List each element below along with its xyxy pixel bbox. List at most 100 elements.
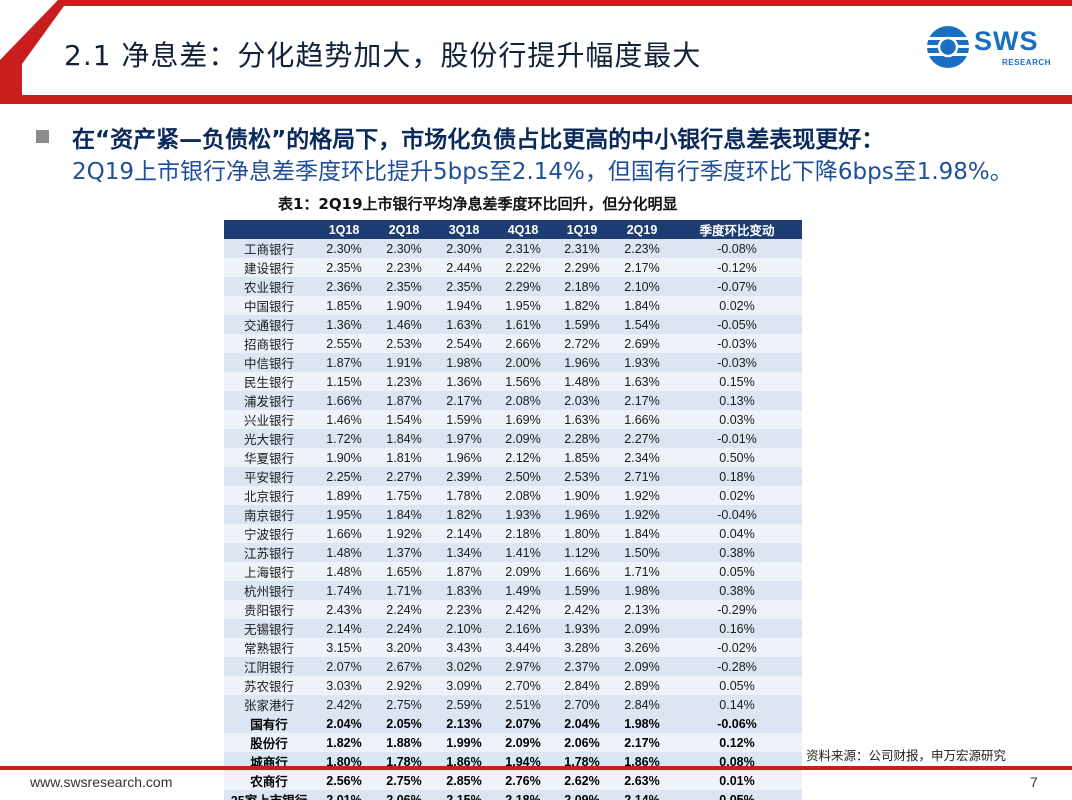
qoq-change-cell: 0.01% — [672, 771, 802, 790]
nim-value-cell: 2.09% — [494, 429, 552, 448]
table-row: 南京银行 1.95% 1.84% 1.82% 1.93% 1.96% 1.92% -0.04% — [224, 505, 802, 524]
nim-value-cell: 2.42% — [314, 695, 374, 714]
nim-value-cell: 2.15% — [434, 790, 494, 800]
qoq-change-cell: 0.05% — [672, 676, 802, 695]
table-row: 民生银行 1.15% 1.23% 1.36% 1.56% 1.48% 1.63% 0.15% — [224, 372, 802, 391]
nim-value-cell: 1.84% — [374, 429, 434, 448]
column-header — [224, 220, 314, 239]
nim-value-cell: 1.93% — [494, 505, 552, 524]
qoq-change-cell: 0.18% — [672, 467, 802, 486]
nim-value-cell: 3.20% — [374, 638, 434, 657]
nim-value-cell: 2.51% — [494, 695, 552, 714]
nim-value-cell: 2.27% — [612, 429, 672, 448]
bank-name-cell: 平安银行 — [224, 467, 314, 486]
nim-value-cell: 1.98% — [612, 581, 672, 600]
table-row: 中信银行 1.87% 1.91% 1.98% 2.00% 1.96% 1.93% -0.03% — [224, 353, 802, 372]
nim-value-cell: 1.93% — [552, 619, 612, 638]
logo-subtext: RESEARCH — [1002, 58, 1051, 67]
nim-value-cell: 1.82% — [552, 296, 612, 315]
nim-value-cell: 2.31% — [494, 239, 552, 258]
nim-value-cell: 1.71% — [612, 562, 672, 581]
bank-name-cell: 中国银行 — [224, 296, 314, 315]
bullet-headline: 在“资产紧—负债松”的格局下，市场化负债占比更高的中小银行息差表现更好： — [72, 127, 885, 153]
aggregate-row: 农商行 2.56% 2.75% 2.85% 2.76% 2.62% 2.63% 0.01% — [224, 771, 802, 790]
nim-value-cell: 2.00% — [494, 353, 552, 372]
nim-value-cell: 1.59% — [552, 581, 612, 600]
nim-value-cell: 1.63% — [434, 315, 494, 334]
qoq-change-cell: -0.04% — [672, 505, 802, 524]
nim-value-cell: 2.01% — [314, 790, 374, 800]
nim-value-cell: 1.46% — [374, 315, 434, 334]
nim-value-cell: 1.96% — [434, 448, 494, 467]
column-header: 3Q18 — [434, 220, 494, 239]
bank-name-cell: 常熟银行 — [224, 638, 314, 657]
nim-value-cell: 1.54% — [612, 315, 672, 334]
nim-value-cell: 1.56% — [494, 372, 552, 391]
bank-name-cell: 北京银行 — [224, 486, 314, 505]
nim-value-cell: 1.83% — [434, 581, 494, 600]
table-row: 兴业银行 1.46% 1.54% 1.59% 1.69% 1.63% 1.66% 0.03% — [224, 410, 802, 429]
nim-value-cell: 2.08% — [494, 486, 552, 505]
nim-value-cell: 1.61% — [494, 315, 552, 334]
nim-value-cell: 1.50% — [612, 543, 672, 562]
qoq-change-cell: -0.05% — [672, 315, 802, 334]
bank-name-cell: 江苏银行 — [224, 543, 314, 562]
bank-name-cell: 张家港行 — [224, 695, 314, 714]
nim-value-cell: 2.75% — [374, 695, 434, 714]
nim-value-cell: 2.09% — [612, 619, 672, 638]
nim-value-cell: 1.66% — [314, 391, 374, 410]
table-row: 华夏银行 1.90% 1.81% 1.96% 2.12% 1.85% 2.34% 0.50% — [224, 448, 802, 467]
page-number: 7 — [1030, 774, 1038, 790]
nim-value-cell: 1.90% — [314, 448, 374, 467]
table-row: 江阴银行 2.07% 2.67% 3.02% 2.97% 2.37% 2.09% -0.28% — [224, 657, 802, 676]
nim-value-cell: 1.36% — [314, 315, 374, 334]
bank-name-cell: 工商银行 — [224, 239, 314, 258]
nim-value-cell: 1.12% — [552, 543, 612, 562]
nim-value-cell: 1.92% — [612, 505, 672, 524]
qoq-change-cell: 0.05% — [672, 790, 802, 800]
nim-value-cell: 2.42% — [552, 600, 612, 619]
table-row: 上海银行 1.48% 1.65% 1.87% 2.09% 1.66% 1.71% 0.05% — [224, 562, 802, 581]
bank-name-cell: 杭州银行 — [224, 581, 314, 600]
qoq-change-cell: 0.13% — [672, 391, 802, 410]
nim-value-cell: 3.02% — [434, 657, 494, 676]
nim-value-cell: 1.91% — [374, 353, 434, 372]
nim-value-cell: 2.17% — [434, 391, 494, 410]
nim-value-cell: 2.67% — [374, 657, 434, 676]
qoq-change-cell: 0.14% — [672, 695, 802, 714]
nim-value-cell: 2.84% — [612, 695, 672, 714]
bank-name-cell: 兴业银行 — [224, 410, 314, 429]
nim-value-cell: 1.82% — [314, 733, 374, 752]
nim-value-cell: 1.59% — [434, 410, 494, 429]
nim-value-cell: 1.81% — [374, 448, 434, 467]
header-band — [0, 0, 1072, 104]
nim-value-cell: 1.84% — [374, 505, 434, 524]
nim-value-cell: 1.96% — [552, 353, 612, 372]
nim-value-cell: 2.17% — [612, 733, 672, 752]
nim-value-cell: 2.13% — [434, 714, 494, 733]
qoq-change-cell: -0.03% — [672, 334, 802, 353]
nim-value-cell: 2.06% — [374, 790, 434, 800]
nim-value-cell: 2.70% — [552, 695, 612, 714]
bank-name-cell: 民生银行 — [224, 372, 314, 391]
column-header: 2Q19 — [612, 220, 672, 239]
bank-name-cell: 江阴银行 — [224, 657, 314, 676]
qoq-change-cell: 0.02% — [672, 486, 802, 505]
table-row: 杭州银行 1.74% 1.71% 1.83% 1.49% 1.59% 1.98% 0.38% — [224, 581, 802, 600]
qoq-change-cell: -0.02% — [672, 638, 802, 657]
nim-value-cell: 2.37% — [552, 657, 612, 676]
nim-value-cell: 1.85% — [314, 296, 374, 315]
table-row: 光大银行 1.72% 1.84% 1.97% 2.09% 2.28% 2.27% -0.01% — [224, 429, 802, 448]
nim-value-cell: 2.30% — [374, 239, 434, 258]
bank-name-cell: 浦发银行 — [224, 391, 314, 410]
bank-name-cell: 华夏银行 — [224, 448, 314, 467]
nim-value-cell: 1.93% — [612, 353, 672, 372]
nim-value-cell: 2.31% — [552, 239, 612, 258]
qoq-change-cell: -0.28% — [672, 657, 802, 676]
footer-url[interactable]: www.swsresearch.com — [30, 774, 173, 790]
nim-value-cell: 1.84% — [612, 296, 672, 315]
nim-value-cell: 2.09% — [494, 562, 552, 581]
table-row: 无锡银行 2.14% 2.24% 2.10% 2.16% 1.93% 2.09% 0.16% — [224, 619, 802, 638]
nim-value-cell: 1.46% — [314, 410, 374, 429]
bullet-square-icon — [36, 130, 49, 143]
